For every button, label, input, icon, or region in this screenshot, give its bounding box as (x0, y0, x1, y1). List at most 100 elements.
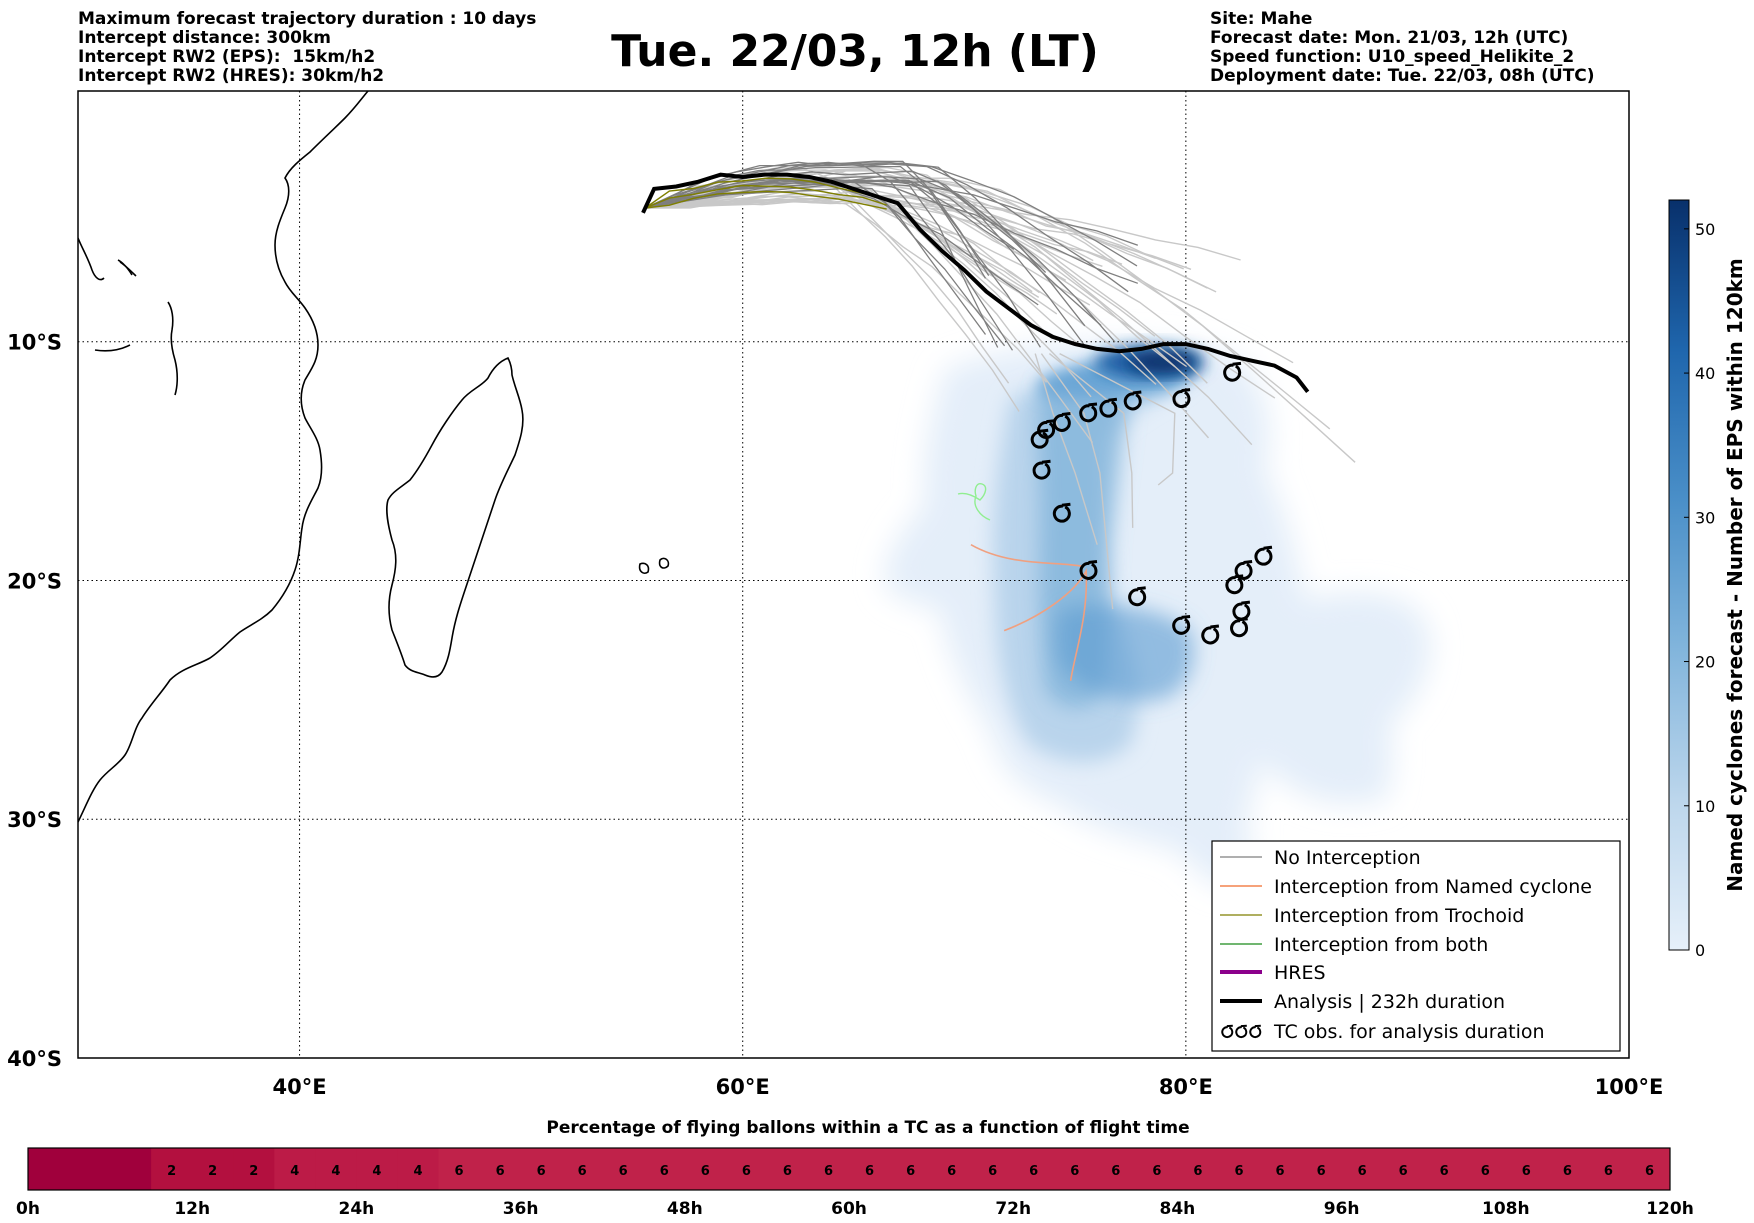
flight-time-tick-label: 12h (174, 1199, 210, 1219)
flight-time-value: 6 (1317, 1164, 1326, 1179)
tc-obs-marker (1128, 586, 1147, 607)
flight-time-value: 6 (1111, 1164, 1120, 1179)
flight-time-cell (766, 1148, 809, 1190)
flight-time-cell (28, 1148, 70, 1190)
flight-time-panel: Percentage of flying ballons within a TC… (16, 1118, 1694, 1219)
tc-obs-marker (1249, 1024, 1262, 1039)
lat-tick-label: 40°S (7, 1047, 62, 1071)
flight-time-value: 6 (1645, 1164, 1654, 1179)
header-right-line-2: Forecast date: Mon. 21/03, 12h (UTC) (1210, 28, 1568, 48)
flight-time-cell (397, 1148, 439, 1190)
cyclone-symbol-icon (1221, 1024, 1262, 1039)
density-lower (1056, 605, 1194, 701)
flight-time-value: 6 (537, 1164, 546, 1179)
flight-time-value: 6 (1604, 1164, 1613, 1179)
flight-time-value: 4 (372, 1164, 381, 1179)
flight-time-cell (890, 1148, 932, 1190)
ensemble-track (645, 179, 1139, 284)
map-panel: 10°S 20°S 30°S 40°S 40°E 60°E 80°E 100°E (7, 90, 1663, 1099)
legend-item-both: Interception from both (1220, 934, 1488, 956)
flight-time-value: 6 (1275, 1164, 1284, 1179)
legend-item-hres: HRES (1220, 962, 1326, 984)
colorbar-tick-label: 20 (1695, 653, 1715, 672)
ensemble-track (645, 194, 1241, 261)
ensemble-track (1059, 352, 1176, 486)
flight-time-value: 6 (947, 1164, 956, 1179)
flight-time-cell (479, 1148, 522, 1190)
tc-obs-marker (1221, 1024, 1234, 1039)
flight-time-bar: 2 2 2 4 4 4 4 6 6 6 6 6 6 6 6 6 6 6 6 6 6 6 6 6 6 6 6 6 6 6 6 6 6 6 6 6 6 (28, 1148, 1671, 1190)
legend-item-tc-obs: TC obs. for analysis duration (1221, 1021, 1545, 1043)
flight-time-cell (110, 1148, 152, 1190)
lat-tick-label: 10°S (7, 331, 62, 355)
flight-time-value: 2 (208, 1164, 217, 1179)
flight-time-value: 4 (331, 1164, 340, 1179)
flight-time-cell (192, 1148, 234, 1190)
header-left-line-3: Intercept RW2 (EPS): 15km/h2 (78, 47, 375, 67)
flight-time-cell (972, 1148, 1014, 1190)
colorbar-label: Named cyclones forecast - Number of EPS … (1723, 258, 1747, 892)
flight-time-cell (315, 1148, 357, 1190)
flight-time-cell (1300, 1148, 1343, 1190)
colorbar-tick-label: 30 (1695, 508, 1715, 527)
colorbar-tick-label: 40 (1695, 364, 1715, 383)
map-legend: No Interception Interception from Named … (1211, 840, 1621, 1052)
flight-time-value: 6 (701, 1164, 710, 1179)
tc-obs-marker (1123, 390, 1142, 411)
flight-time-value: 6 (824, 1164, 833, 1179)
flight-time-cell (684, 1148, 727, 1190)
ensemble-track (1048, 353, 1134, 528)
flight-time-tick-label: 0h (16, 1199, 40, 1219)
lat-tick-label: 20°S (7, 569, 62, 593)
colorbar-gradient (1668, 199, 1690, 951)
flight-time-cell (69, 1148, 111, 1190)
flight-time-cell (520, 1148, 563, 1190)
legend-item-no-interception: No Interception (1220, 847, 1421, 869)
header-left-line-4: Intercept RW2 (HRES): 30km/h2 (78, 66, 384, 86)
ensemble-track (644, 170, 1047, 273)
flight-time-cell (931, 1148, 973, 1190)
legend-item-named-cyclone: Interception from Named cyclone (1220, 876, 1592, 898)
flight-time-value: 6 (1234, 1164, 1243, 1179)
legend-label-analysis: Analysis | 232h duration (1274, 991, 1505, 1013)
flight-time-value: 6 (1481, 1164, 1490, 1179)
header-left: Maximum forecast trajectory duration : 1… (78, 9, 536, 86)
lon-tick-label: 80°E (1159, 1075, 1213, 1099)
flight-time-tick-label: 120h (1646, 1199, 1694, 1219)
flight-time-value: 6 (1563, 1164, 1572, 1179)
arabia-islets (78, 237, 137, 281)
flight-time-value: 6 (619, 1164, 628, 1179)
header-right-line-4: Deployment date: Tue. 22/03, 08h (UTC) (1210, 66, 1595, 86)
colorbar-tick-label: 10 (1695, 797, 1715, 816)
lon-tick-label: 40°E (273, 1075, 327, 1099)
flight-time-tick-label: 36h (503, 1199, 539, 1219)
flight-time-value: 2 (167, 1164, 176, 1179)
ensemble-track (645, 192, 1084, 349)
flight-time-cell (1218, 1148, 1260, 1190)
ensemble-track (645, 176, 1015, 250)
flight-time-tick-label: 96h (1324, 1199, 1360, 1219)
flight-time-ticks: 0h 12h 24h 36h 48h 60h 72h 84h 96h 108h 120h (16, 1199, 1694, 1219)
analysis-track (641, 172, 1310, 394)
flight-time-cell (1587, 1148, 1630, 1190)
named-cyclone-track (970, 543, 1082, 567)
tc-obs-marker (1235, 1024, 1248, 1039)
density-colorbar: 0 10 20 30 40 50 Named cyclones forecast - Nu… (1668, 199, 1747, 960)
africa-coast (78, 91, 369, 823)
legend-box (1211, 840, 1621, 1052)
flight-time-value: 4 (290, 1164, 299, 1179)
flight-time-cell (151, 1148, 193, 1190)
flight-time-cell (1013, 1148, 1055, 1190)
tc-obs-marker (1030, 428, 1049, 449)
trochoid-track (644, 177, 887, 209)
legend-item-analysis: Analysis | 232h duration (1220, 991, 1505, 1013)
flight-time-cell (233, 1148, 275, 1190)
header-left-line-2: Intercept distance: 300km (78, 28, 331, 48)
flight-time-value: 4 (413, 1164, 422, 1179)
tc-obs-marker (1052, 412, 1071, 432)
flight-time-cell (1177, 1148, 1219, 1190)
flight-time-cell (561, 1148, 604, 1190)
tc-obs-marker (1223, 361, 1242, 382)
legend-label-named-cyclone: Interception from Named cyclone (1274, 876, 1592, 898)
